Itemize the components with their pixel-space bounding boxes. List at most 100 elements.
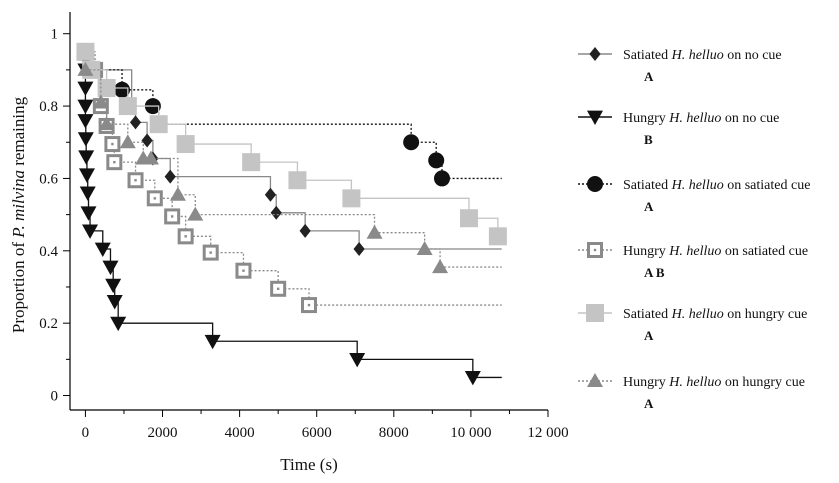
data-point: [77, 132, 94, 147]
y-axis-label-part: remaining: [9, 96, 28, 170]
data-point: [342, 189, 361, 208]
data-point: [119, 134, 136, 149]
legend-entry: Hungry H. helluo on no cue B: [578, 110, 779, 147]
y-axis-label: Proportion of P. milvina remaining: [9, 96, 28, 333]
series-1: [79, 44, 502, 256]
legend-label-part: H. helluo: [671, 307, 724, 322]
series-line: [84, 51, 502, 379]
legend-label-part: Hungry: [623, 111, 669, 126]
legend-marker: [586, 304, 604, 322]
data-point: [432, 259, 449, 274]
data-point: [127, 172, 144, 189]
series-line: [85, 69, 502, 268]
data-point: [433, 170, 450, 187]
legend-entry: Hungry H. helluo on satiated cue A B: [578, 242, 808, 280]
data-point: [118, 97, 137, 116]
legend-label-part: on satiated cue: [721, 244, 808, 259]
data-point: [428, 152, 445, 169]
legend-label: Satiated H. helluo on satiated cue: [623, 178, 810, 193]
y-tick-label: 0.8: [39, 99, 58, 115]
significance-label: A: [644, 69, 654, 84]
data-point: [146, 190, 163, 207]
x-tick-label: 0: [82, 425, 90, 441]
data-point: [104, 136, 121, 153]
data-point: [110, 316, 127, 332]
legend-entry: Satiated H. helluo on hungry cue A: [578, 304, 807, 343]
data-point: [102, 260, 119, 276]
legend-entry: Satiated H. helluo on no cue A: [578, 47, 782, 84]
data-point: [77, 99, 94, 115]
legend-label-part: Satiated: [623, 178, 672, 193]
legend-label-part: H. helluo: [668, 244, 721, 259]
legend-entry: Satiated H. helluo on satiated cue A: [578, 176, 810, 214]
data-point: [105, 278, 122, 294]
axes: 0 2000 4000 6000 8000 10 000 12 000 0 0.2 0.4 0.6 0…: [9, 12, 569, 474]
x-tick-label: 6000: [302, 425, 332, 441]
legend-label-part: on no cue: [721, 111, 779, 126]
legend-label-part: on hungry cue: [721, 375, 805, 390]
series-line: [85, 51, 502, 250]
data-point: [235, 262, 252, 279]
data-point: [164, 208, 181, 225]
legend-label-part: Hungry: [623, 375, 669, 390]
x-tick-label: 12 000: [527, 425, 568, 441]
significance-label: A: [644, 328, 654, 343]
data-point: [349, 352, 366, 368]
x-tick-label: 10 000: [450, 425, 491, 441]
series-5: [76, 42, 507, 246]
data-point: [114, 81, 131, 98]
data-point: [464, 371, 481, 386]
legend-marker: [587, 110, 603, 125]
significance-label: A B: [644, 265, 665, 280]
data-point: [416, 240, 433, 255]
data-point: [106, 295, 123, 310]
data-point: [129, 115, 142, 130]
significance-label: B: [644, 132, 653, 147]
y-tick-label: 0.4: [39, 244, 58, 260]
legend-label-part: H. helluo: [668, 375, 721, 390]
series-layer: [76, 42, 507, 386]
legend-label-part: H. helluo: [671, 178, 724, 193]
significance-label: A: [644, 199, 654, 214]
data-point: [164, 169, 176, 184]
data-point: [204, 334, 221, 350]
data-point: [288, 171, 307, 190]
legend-label-part: Satiated: [623, 307, 672, 322]
y-tick-label: 0: [51, 389, 59, 405]
data-point: [264, 187, 277, 202]
legend-label: Hungry H. helluo on no cue: [623, 111, 779, 126]
legend-label: Satiated H. helluo on hungry cue: [623, 307, 807, 322]
legend-entry: Hungry H. helluo on hungry cue A: [578, 373, 805, 411]
data-point: [270, 205, 282, 220]
y-tick-label: 0.2: [39, 316, 58, 332]
legend-label-part: on satiated cue: [724, 178, 811, 193]
y-axis-label-part: Proportion of: [9, 238, 28, 333]
legend-label-part: on no cue: [724, 48, 782, 63]
data-point: [202, 244, 219, 261]
legend-marker: [587, 242, 603, 258]
data-point: [98, 116, 115, 131]
data-point: [149, 115, 168, 134]
data-point: [169, 186, 186, 201]
y-axis-label-part: P. milvina: [9, 170, 28, 239]
data-point: [106, 154, 123, 171]
data-point: [459, 209, 478, 228]
y-tick-label: 1: [51, 27, 59, 43]
x-tick-label: 8000: [379, 425, 409, 441]
data-point: [78, 168, 95, 183]
data-point: [141, 133, 153, 148]
series-2: [77, 45, 502, 386]
data-point: [403, 134, 420, 151]
data-point: [299, 223, 311, 238]
legend-label-part: H. helluo: [668, 111, 721, 126]
data-point: [92, 94, 109, 109]
data-point: [366, 224, 383, 239]
legend-label-part: on hungry cue: [724, 307, 808, 322]
data-point: [77, 81, 94, 96]
data-point: [187, 206, 204, 221]
x-axis-label: Time (s): [280, 455, 337, 474]
data-point: [77, 61, 94, 76]
data-point: [142, 150, 159, 165]
legend-label-part: H. helluo: [671, 48, 724, 63]
